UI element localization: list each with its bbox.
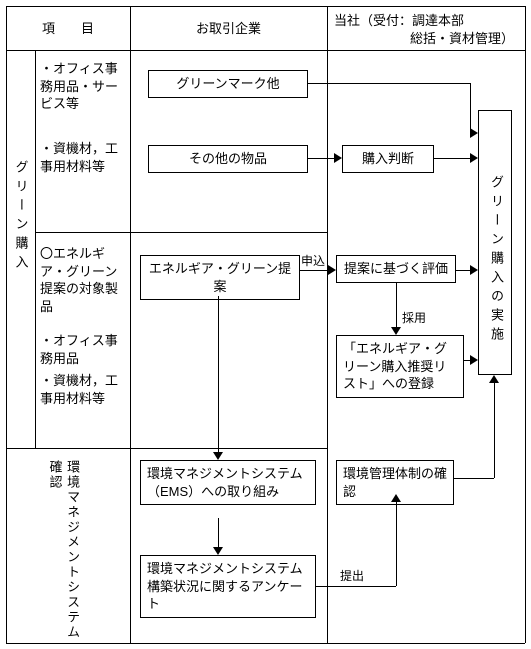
item-office2: ・オフィス事務用品 [40, 332, 126, 367]
frame-top [6, 6, 525, 7]
arrow-eff-surv [218, 518, 219, 549]
item-materials: ・資機材，工事用材料等 [40, 140, 126, 175]
arrow-ep-eval-head [328, 265, 336, 275]
col-items-sep [130, 6, 131, 643]
box-energia-proposal: エネルギア・グリーン提案 [140, 255, 300, 300]
rail-ems-confirm: 環境マネジメントシステム確認 [46, 460, 81, 649]
col-rail-sep [35, 50, 36, 448]
col-mid-sep [327, 6, 328, 643]
arrow-ep-eval [300, 270, 330, 271]
arrow-surv-right [316, 586, 396, 587]
frame-bottom [6, 643, 525, 644]
header-sep [6, 50, 525, 51]
row-split-1 [35, 232, 327, 233]
item-materials2: ・資機材，工事用材料等 [40, 372, 126, 407]
arrow-emc-up-head [489, 375, 499, 383]
box-ems-survey: 環境マネジメントシステム構築状況に関するアンケート [140, 555, 316, 618]
arrow-eval-reg-head [391, 327, 401, 335]
box-evaluation: 提案に基づく評価 [336, 255, 456, 283]
box-registration: 「エネルギア・グリーン購入推奨リスト」への登録 [336, 335, 464, 398]
frame-left [6, 6, 7, 643]
diagram-canvas: 項 目 お取引企業 当社（受付：調達本部 総括・資材管理） グリーン購入 環境マ… [0, 0, 531, 649]
arrow-emc-right [454, 478, 494, 479]
arrow-emc-up [494, 381, 495, 478]
row-split-2 [6, 448, 327, 449]
arrow-gm-impl [308, 83, 470, 84]
arrow-surv-up-head [391, 494, 401, 502]
box-ems-effort: 環境マネジメントシステム（EMS）への取り組み [140, 460, 316, 505]
arrow-surv-up [396, 500, 397, 586]
box-purchase-judgment: 購入判断 [342, 145, 434, 173]
arrow-og-pj-head [334, 153, 342, 163]
arrow-eff-surv-head [213, 547, 223, 555]
label-submit: 提出 [340, 568, 364, 584]
arrow-ep-down [218, 296, 219, 454]
header-col3-line2: 総括・資材管理） [410, 30, 514, 48]
arrow-gm-impl-head [470, 128, 478, 138]
item-office: ・オフィス事務用品・サービス等 [40, 60, 126, 113]
box-other-goods: その他の物品 [148, 145, 308, 173]
arrow-reg-impl-head [470, 355, 478, 365]
arrow-eval-impl-head [470, 265, 478, 275]
header-col3-line1: 当社（受付：調達本部 [334, 12, 464, 30]
item-energia-head: 〇エネルギア・グリーン提案の対象製品 [40, 245, 128, 315]
arrow-og-pj [308, 158, 336, 159]
header-col1: 項 目 [6, 20, 130, 38]
frame-right [525, 6, 526, 643]
arrow-pj-impl-head [470, 153, 478, 163]
label-apply: 申込 [301, 253, 325, 269]
box-green-mark: グリーンマーク他 [148, 70, 308, 98]
box-implementation: グリーン購入の実施 [478, 110, 512, 375]
arrow-ep-down-head [213, 452, 223, 460]
arrow-gm-impl-drop [470, 83, 471, 133]
rail-green-purchase: グリーン購入 [12, 160, 30, 274]
arrow-pj-impl [434, 158, 472, 159]
arrow-eval-reg [396, 283, 397, 329]
label-adopt: 採用 [402, 310, 426, 326]
header-col2: お取引企業 [130, 20, 327, 38]
